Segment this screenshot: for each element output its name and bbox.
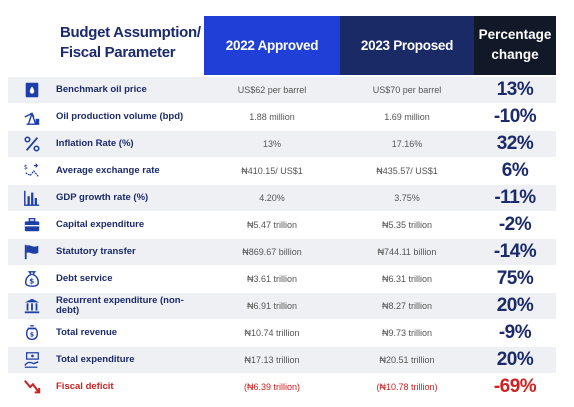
row-label: Fiscal deficit [56, 381, 114, 392]
row-percentage-change: -9% [498, 322, 532, 343]
table-row: Benchmark oil price US$62 per barrel US$70… [8, 77, 556, 104]
money-bag-icon: $ [8, 266, 56, 292]
row-2022-approved: 4.20% [259, 193, 285, 203]
row-2023-proposed: ₦744.11 billion [377, 247, 437, 257]
row-2022-approved: 13% [262, 139, 281, 149]
briefcase-icon [8, 212, 56, 238]
header-2022-approved: 2022 Approved Budget [204, 16, 340, 112]
row-2023-proposed: US$70 per barrel [372, 85, 442, 95]
row-2023-proposed: (₦10.78 trillion) [376, 382, 438, 392]
row-2023-proposed: ₦9.73 trillion [381, 328, 433, 338]
row-2022-approved: (₦6.39 trillion) [243, 382, 301, 392]
row-label: Statutory transfer [56, 246, 136, 257]
table-row: Capital expenditure ₦5.47 trillion ₦5.35 t… [8, 212, 556, 239]
row-2023-proposed: 17.16% [391, 139, 423, 149]
row-percentage-change: -2% [498, 214, 532, 235]
table-row: Fiscal deficit (₦6.39 trillion) (₦10.78 tr… [8, 374, 556, 401]
row-2022-approved: 1.88 million [249, 112, 295, 122]
table-row: GDP growth rate (%) 4.20% 3.75% -11% [8, 185, 556, 212]
header-parameter: Budget Assumption/ Fiscal Parameter [60, 24, 201, 61]
row-label: Debt service [56, 273, 113, 284]
row-2023-proposed: ₦20.51 trillion [379, 355, 435, 365]
table-header: Budget Assumption/ Fiscal Parameter 2022… [8, 14, 556, 112]
table-body: Benchmark oil price US$62 per barrel US$70… [8, 77, 556, 401]
row-label: Recurrent expenditure (non-debt) [56, 295, 184, 316]
row-2022-approved: ₦3.61 trillion [246, 274, 298, 284]
row-label: Average exchange rate [56, 165, 160, 176]
table-row: $ Debt service ₦3.61 trillion ₦6.31 trillio… [8, 266, 556, 293]
row-2022-approved: ₦869.67 billion [242, 247, 302, 257]
table-row: Oil production volume (bpd) 1.88 million 1… [8, 104, 556, 131]
budget-table: Budget Assumption/ Fiscal Parameter 2022… [8, 14, 556, 401]
row-2022-approved: US$62 per barrel [237, 85, 307, 95]
oil-drop-icon [8, 77, 56, 103]
row-label: Inflation Rate (%) [56, 138, 134, 149]
row-label: Total revenue [56, 327, 118, 338]
row-label: GDP growth rate (%) [56, 192, 149, 203]
table-row: Recurrent expenditure (non-debt) ₦6.91 tr… [8, 293, 556, 320]
row-2022-approved: ₦10.74 trillion [244, 328, 300, 338]
row-2023-proposed: 3.75% [394, 193, 420, 203]
bar-chart-icon [8, 185, 56, 211]
row-label: Total expenditure [56, 354, 135, 365]
row-percentage-change: 13% [496, 79, 534, 100]
row-2023-proposed: ₦8.27 trillion [381, 301, 433, 311]
oil-pump-icon [8, 104, 56, 130]
table-row: $ Total revenue ₦10.74 trillion ₦9.73 trill… [8, 320, 556, 347]
row-percentage-change: -14% [493, 241, 537, 262]
row-percentage-change: 32% [496, 133, 534, 154]
row-percentage-change: 75% [496, 268, 534, 289]
trend-down-icon [8, 374, 56, 400]
flag-icon [8, 239, 56, 265]
row-2022-approved: ₦5.47 trillion [246, 220, 298, 230]
row-2022-approved: ₦17.13 trillion [244, 355, 300, 365]
row-2023-proposed: ₦435.57/ US$1 [376, 166, 438, 176]
row-percentage-change: -11% [494, 187, 536, 208]
row-percentage-change: -10% [493, 106, 537, 127]
svg-text:$: $ [24, 164, 28, 171]
table-row: Total expenditure ₦17.13 trillion ₦20.51 t… [8, 347, 556, 374]
row-percentage-change: -69% [493, 376, 537, 397]
table-row: Inflation Rate (%) 13% 17.16% 32% [8, 131, 556, 158]
row-label: Oil production volume (bpd) [56, 111, 184, 122]
row-2022-approved: ₦6.91 trillion [246, 301, 298, 311]
row-label: Capital expenditure [56, 219, 145, 230]
row-percentage-change: 20% [496, 349, 534, 370]
table-row: Statutory transfer ₦869.67 billion ₦744.11… [8, 239, 556, 266]
svg-text:$: $ [29, 277, 34, 286]
header-percentage-change: Percentage change [474, 16, 556, 75]
header-2023-proposed: 2023 Proposed Budget [340, 16, 474, 112]
row-2023-proposed: ₦6.31 trillion [381, 274, 433, 284]
row-2022-approved: ₦410.15/ US$1 [241, 166, 303, 176]
percent-icon [8, 131, 56, 157]
row-percentage-change: 6% [501, 160, 529, 181]
exchange-icon: $ [8, 158, 56, 184]
row-percentage-change: 20% [496, 295, 534, 316]
bank-icon [8, 293, 56, 319]
row-2023-proposed: 1.69 million [384, 112, 430, 122]
hand-money-icon [8, 347, 56, 373]
table-row: $ Average exchange rate ₦410.15/ US$1 ₦435.… [8, 158, 556, 185]
row-label: Benchmark oil price [56, 84, 147, 95]
revenue-bag-icon: $ [8, 320, 56, 346]
row-2023-proposed: ₦5.35 trillion [381, 220, 433, 230]
svg-text:$: $ [30, 332, 34, 339]
